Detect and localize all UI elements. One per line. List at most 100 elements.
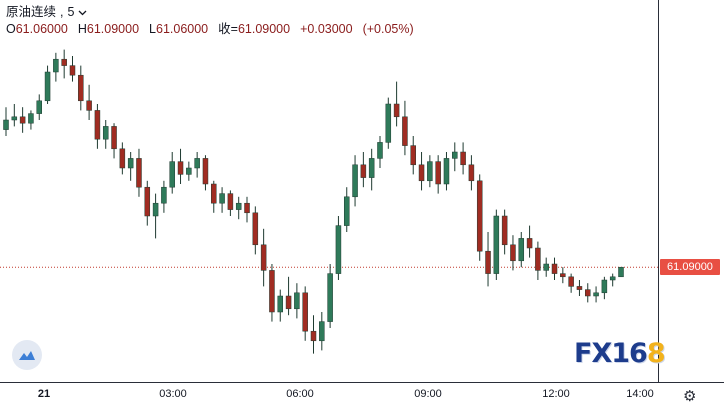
gear-icon[interactable]: ⚙ bbox=[683, 388, 697, 405]
candle[interactable] bbox=[194, 158, 200, 169]
candle[interactable] bbox=[144, 186, 151, 217]
candle[interactable] bbox=[78, 74, 84, 102]
candle[interactable] bbox=[102, 126, 109, 140]
time-tick-label: 12:00 bbox=[542, 388, 570, 400]
candle[interactable] bbox=[435, 161, 441, 185]
candle[interactable] bbox=[252, 212, 259, 246]
candle[interactable] bbox=[227, 193, 234, 210]
candle[interactable] bbox=[601, 279, 608, 294]
ohlc-row: O61.06000 H61.09000 L61.06000 收=61.09000… bbox=[6, 21, 414, 38]
candle[interactable] bbox=[443, 158, 450, 185]
candle[interactable] bbox=[576, 286, 583, 290]
candle[interactable] bbox=[169, 161, 175, 188]
candle[interactable] bbox=[211, 183, 217, 204]
candle[interactable] bbox=[44, 71, 51, 102]
symbol-row[interactable]: 原油连续, 5 bbox=[6, 4, 414, 21]
candle[interactable] bbox=[285, 295, 292, 310]
time-tick-label: 03:00 bbox=[159, 388, 187, 400]
candle[interactable] bbox=[368, 158, 375, 178]
candle[interactable] bbox=[377, 142, 383, 159]
price-pane[interactable] bbox=[0, 0, 658, 382]
candle[interactable] bbox=[161, 186, 167, 204]
close-value: 收=61.09000 bbox=[218, 22, 291, 36]
price-scale-border bbox=[658, 0, 659, 382]
time-tick-label: 06:00 bbox=[286, 388, 314, 400]
candle[interactable] bbox=[3, 119, 9, 130]
open-value: O61.06000 bbox=[6, 22, 68, 36]
candle[interactable] bbox=[294, 292, 300, 310]
chart-legend: 原油连续, 5 O61.06000 H61.09000 L61.06000 收=… bbox=[6, 4, 414, 38]
candle[interactable] bbox=[418, 164, 425, 182]
candle[interactable] bbox=[452, 151, 458, 159]
candle[interactable] bbox=[485, 250, 491, 274]
candle[interactable] bbox=[385, 103, 392, 143]
candle[interactable] bbox=[335, 225, 342, 274]
candle[interactable] bbox=[235, 202, 242, 210]
candle[interactable] bbox=[202, 158, 209, 185]
candle[interactable] bbox=[585, 289, 591, 297]
candle[interactable] bbox=[61, 58, 67, 66]
candle[interactable] bbox=[86, 100, 92, 111]
candle[interactable] bbox=[410, 145, 416, 166]
candle[interactable] bbox=[36, 100, 42, 114]
candle[interactable] bbox=[177, 161, 184, 175]
tradingview-logo-icon[interactable] bbox=[12, 340, 42, 370]
low-value: L61.06000 bbox=[149, 22, 209, 36]
candle[interactable] bbox=[460, 151, 466, 166]
candle[interactable] bbox=[427, 161, 433, 182]
candle[interactable] bbox=[69, 65, 76, 76]
symbol-name[interactable]: 原油连续 bbox=[6, 5, 57, 19]
candle[interactable] bbox=[219, 193, 225, 204]
time-tick-label: 21 bbox=[37, 388, 51, 400]
candlestick-chart[interactable] bbox=[0, 0, 658, 382]
candle[interactable] bbox=[11, 116, 18, 121]
candle[interactable] bbox=[501, 215, 508, 246]
time-tick-label: 14:00 bbox=[626, 388, 654, 400]
candle[interactable] bbox=[618, 266, 624, 278]
candle[interactable] bbox=[319, 321, 325, 342]
candle[interactable] bbox=[518, 238, 525, 262]
candle[interactable] bbox=[568, 276, 574, 287]
candle[interactable] bbox=[352, 164, 358, 198]
candle[interactable] bbox=[94, 110, 101, 140]
candle[interactable] bbox=[609, 276, 616, 281]
candle[interactable] bbox=[269, 270, 275, 313]
candle[interactable] bbox=[260, 244, 267, 271]
candle[interactable] bbox=[28, 113, 34, 124]
candle[interactable] bbox=[343, 196, 350, 226]
candle[interactable] bbox=[53, 58, 59, 73]
candle[interactable] bbox=[244, 202, 250, 214]
candle[interactable] bbox=[560, 273, 566, 278]
candle[interactable] bbox=[535, 247, 541, 271]
change-percent: (+0.05%) bbox=[362, 22, 414, 36]
candle[interactable] bbox=[493, 215, 500, 274]
candle[interactable] bbox=[277, 295, 284, 313]
candle[interactable] bbox=[476, 180, 483, 252]
time-scale-border bbox=[0, 382, 724, 383]
candle[interactable] bbox=[111, 126, 117, 150]
candle[interactable] bbox=[402, 116, 408, 146]
candle[interactable] bbox=[186, 167, 192, 175]
time-tick-label: 09:00 bbox=[414, 388, 442, 400]
candle[interactable] bbox=[152, 202, 159, 217]
candle[interactable] bbox=[119, 148, 126, 169]
candle[interactable] bbox=[136, 158, 142, 188]
high-value: H61.09000 bbox=[77, 22, 140, 36]
candle[interactable] bbox=[327, 273, 333, 322]
candle[interactable] bbox=[360, 164, 367, 178]
candle[interactable] bbox=[468, 164, 475, 182]
candle[interactable] bbox=[510, 244, 516, 262]
chevron-down-icon[interactable] bbox=[78, 10, 87, 16]
candle[interactable] bbox=[310, 330, 317, 342]
candle[interactable] bbox=[19, 116, 26, 124]
candle[interactable] bbox=[393, 103, 400, 118]
change-value: +0.03000 bbox=[300, 22, 353, 36]
candle[interactable] bbox=[526, 238, 533, 249]
candle[interactable] bbox=[543, 263, 549, 271]
current-price-label: 61.09000 bbox=[660, 259, 720, 276]
interval-label[interactable]: 5 bbox=[67, 5, 75, 19]
candle[interactable] bbox=[302, 292, 308, 332]
candle[interactable] bbox=[593, 292, 599, 297]
candle[interactable] bbox=[127, 158, 134, 169]
candle[interactable] bbox=[551, 263, 558, 274]
